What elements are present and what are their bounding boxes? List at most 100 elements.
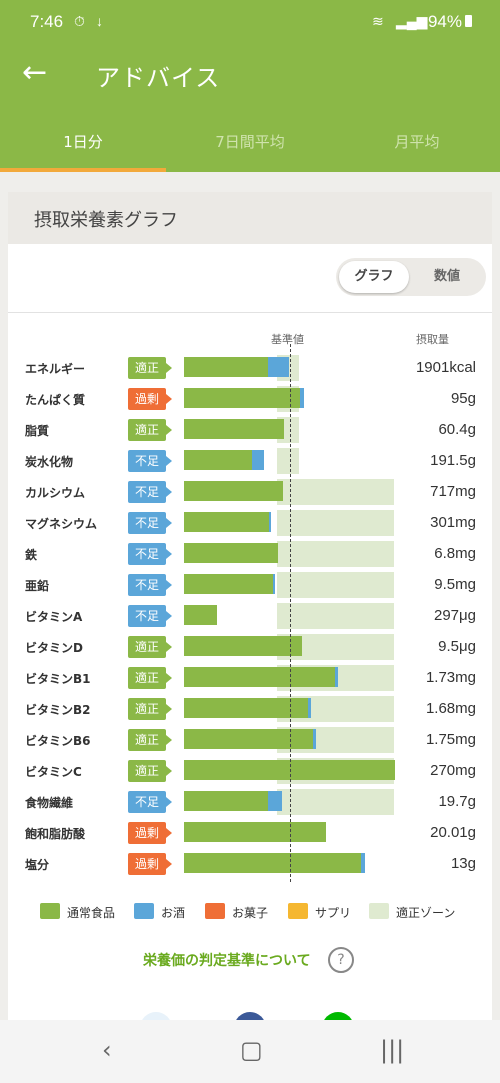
nutrient-name: エネルギー	[25, 362, 86, 376]
reference-line	[290, 344, 291, 882]
status-badge: 不足	[128, 791, 172, 813]
legend-zone-swatch	[369, 903, 389, 919]
status-badge: 不足	[128, 574, 172, 596]
food-bar	[184, 543, 278, 563]
alcohol-bar	[313, 729, 316, 749]
alarm-icon: ⏱	[74, 13, 85, 29]
tab-monthly-average[interactable]: 月平均	[334, 110, 500, 172]
status-badge: 不足	[128, 512, 172, 534]
legend-snack-swatch	[205, 903, 225, 919]
tab-active-indicator	[0, 168, 166, 172]
nutrient-name: ビタミンC	[25, 765, 82, 779]
status-time: 7:46	[30, 12, 64, 31]
nutrient-row: ビタミンB1 適正 1.73mg	[8, 665, 492, 691]
food-bar	[184, 419, 284, 439]
intake-value: 301mg	[430, 514, 476, 531]
card-title: 摂取栄養素グラフ	[34, 210, 178, 231]
back-arrow-icon[interactable]: ←	[22, 55, 48, 90]
nutrient-name: 食物繊維	[25, 796, 74, 810]
status-badge: 過剰	[128, 388, 172, 410]
nutrient-row: マグネシウム 不足 301mg	[8, 510, 492, 536]
tab-1day-label: 1日分	[63, 133, 103, 151]
food-bar	[184, 729, 313, 749]
status-bar: 7:46 ⏱ ↓ ≋ ▂▄▆ 94%	[0, 0, 500, 40]
nutrient-name: ビタミンD	[25, 641, 83, 655]
legend-supplement-swatch	[288, 903, 308, 919]
status-badge: 適正	[128, 419, 172, 441]
food-bar	[184, 574, 273, 594]
food-bar	[184, 822, 326, 842]
nutrient-row: たんぱく質 過剰 95g	[8, 386, 492, 412]
nutrient-name: ビタミンB1	[25, 672, 91, 686]
nutrient-row: ビタミンB2 適正 1.68mg	[8, 696, 492, 722]
nutrient-name: ビタミンA	[25, 610, 83, 624]
nutrient-name: ビタミンB2	[25, 703, 91, 717]
legend-snack-label: お菓子	[232, 906, 269, 920]
page-title: アドバイス	[96, 64, 221, 92]
nutrient-name: 塩分	[25, 858, 50, 872]
alcohol-bar	[300, 388, 304, 408]
food-bar	[184, 698, 308, 718]
status-badge: 不足	[128, 605, 172, 627]
intake-value: 717mg	[430, 483, 476, 500]
adequate-zone	[277, 603, 394, 629]
wifi-icon: ≋	[372, 13, 384, 29]
legend-supplement-label: サプリ	[315, 906, 352, 920]
food-bar	[184, 357, 268, 377]
food-bar	[184, 481, 283, 501]
nutrient-name: 脂質	[25, 424, 50, 438]
nutrient-row: カルシウム 不足 717mg	[8, 479, 492, 505]
intake-value: 6.8mg	[434, 545, 476, 562]
alcohol-bar	[361, 853, 365, 873]
status-badge: 不足	[128, 481, 172, 503]
nutrient-row: 炭水化物 不足 191.5g	[8, 448, 492, 474]
tab-7day-average[interactable]: 7日間平均	[167, 110, 333, 172]
system-nav-bar: ‹ ▢ |||	[0, 1020, 500, 1083]
nutrient-row: 食物繊維 不足 19.7g	[8, 789, 492, 815]
nutrient-row: ビタミンC 適正 270mg	[8, 758, 492, 784]
intake-value: 9.5mg	[434, 576, 476, 593]
nutrient-row: 亜鉛 不足 9.5mg	[8, 572, 492, 598]
legend-food-label: 通常食品	[67, 906, 116, 920]
battery-percent: 94%	[427, 12, 462, 31]
battery-icon	[465, 15, 472, 27]
intake-value: 191.5g	[430, 452, 476, 469]
nutrient-row: 飽和脂肪酸 過剰 20.01g	[8, 820, 492, 846]
nutrient-row: 脂質 適正 60.4g	[8, 417, 492, 443]
alcohol-bar	[273, 574, 275, 594]
tab-1day[interactable]: 1日分	[0, 110, 166, 172]
adequate-zone	[277, 448, 299, 474]
nutrient-row: ビタミンB6 適正 1.75mg	[8, 727, 492, 753]
nav-back-icon[interactable]: ‹	[102, 1036, 112, 1064]
view-toggle: グラフ 数値	[336, 258, 486, 296]
number-toggle-button[interactable]: 数値	[433, 269, 460, 284]
alcohol-bar	[268, 357, 289, 377]
intake-value: 1901kcal	[415, 359, 476, 376]
signal-icon: ▂▄▆	[396, 13, 428, 29]
adequate-zone	[277, 789, 394, 815]
status-badge: 適正	[128, 698, 172, 720]
intake-value: 60.4g	[438, 421, 476, 438]
nav-recents-icon[interactable]: |||	[380, 1036, 405, 1064]
adequate-zone	[277, 510, 394, 536]
status-badge: 不足	[128, 450, 172, 472]
food-bar	[184, 512, 269, 532]
status-badge: 適正	[128, 729, 172, 751]
graph-toggle-button[interactable]: グラフ	[339, 261, 409, 293]
intake-value: 1.73mg	[425, 669, 476, 686]
intake-value: 270mg	[430, 762, 476, 779]
alcohol-bar	[268, 791, 282, 811]
intake-value: 95g	[450, 390, 476, 407]
nutrient-row: 鉄 不足 6.8mg	[8, 541, 492, 567]
nav-home-icon[interactable]: ▢	[240, 1036, 263, 1064]
help-icon[interactable]: ?	[328, 947, 354, 973]
judgment-criteria-link[interactable]: 栄養価の判定基準について	[143, 953, 311, 969]
tab-7day-label: 7日間平均	[215, 133, 285, 151]
nutrient-row: 塩分 過剰 13g	[8, 851, 492, 877]
legend: 通常食品 お酒 お菓子 サプリ 適正ゾーン	[8, 900, 492, 924]
reference-header: 基準値	[271, 333, 304, 346]
nutrient-name: たんぱく質	[25, 393, 86, 407]
notification-icon: ↓	[96, 13, 103, 29]
nutrient-row: エネルギー 適正 1901kcal	[8, 355, 492, 381]
tab-monthly-label: 月平均	[394, 133, 440, 151]
